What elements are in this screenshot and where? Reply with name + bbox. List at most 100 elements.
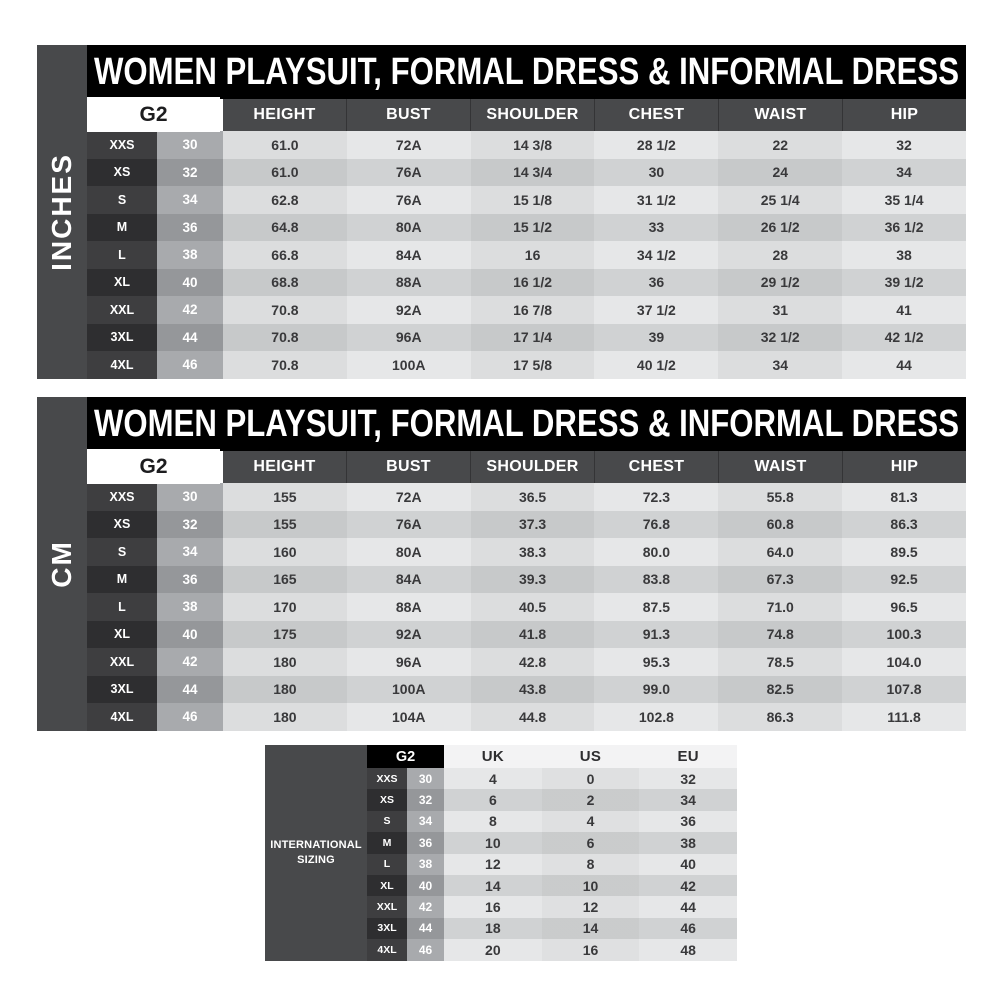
- value-cell: 40 1/2: [636, 356, 676, 373]
- header-row: G2 HEIGHT BUST SHOULDER CHEST WAIST HIP: [87, 449, 966, 484]
- size-label: XL: [87, 620, 157, 648]
- table-row-xxl: XXL 42 16 12 44: [367, 896, 737, 918]
- unit-label-inches: INCHES: [46, 152, 78, 271]
- g2-size-number: 38: [157, 593, 223, 621]
- size-label: XXL: [367, 896, 407, 918]
- g2-size-number: 36: [407, 832, 444, 854]
- header-row: G2 UK US EU: [367, 745, 737, 768]
- value-cell: 72A: [395, 136, 422, 153]
- value-cell: 16: [470, 241, 595, 269]
- size-label: XXL: [87, 296, 157, 324]
- table-row-4xl: 4XL 46 20 16 48: [367, 939, 737, 961]
- value-cell: 80A: [395, 543, 422, 560]
- value-cell: 95.3: [642, 653, 671, 670]
- value-cell: 81.3: [890, 488, 918, 505]
- value-cell: 4: [541, 810, 640, 833]
- size-label: XS: [87, 510, 157, 538]
- international-sizing-label-line1: INTERNATIONAL: [270, 838, 362, 851]
- value-cell: 71.0: [718, 593, 843, 621]
- international-table-content: G2 UK US EU XXS 30 4 0 32 XS 32 6 2 34 S 34 8 4 36 M 36 10 6…: [367, 745, 737, 961]
- value-cell: 155: [223, 510, 347, 538]
- value-cell: 92A: [395, 626, 422, 643]
- value-cell: 15 1/8: [470, 186, 595, 214]
- value-cell: 12: [485, 856, 501, 873]
- value-cell: 96A: [395, 329, 422, 346]
- table-title: WOMEN PLAYSUIT, FORMAL DRESS & INFORMAL …: [93, 402, 960, 445]
- g2-size-number: 32: [407, 789, 444, 811]
- size-label: XXS: [87, 131, 157, 159]
- value-cell: 26 1/2: [718, 213, 843, 241]
- column-header-chest: CHEST: [594, 451, 718, 483]
- size-label: XS: [367, 789, 407, 811]
- value-cell: 72.3: [642, 488, 671, 505]
- value-cell: 34 1/2: [636, 246, 676, 263]
- g2-size-number: 36: [157, 213, 223, 241]
- g2-size-number: 38: [157, 241, 223, 269]
- value-cell: 44: [896, 356, 912, 373]
- value-cell: 28: [718, 241, 843, 269]
- value-cell: 92.5: [890, 571, 918, 588]
- size-label: 3XL: [87, 323, 157, 351]
- column-header-waist: WAIST: [718, 99, 842, 131]
- table-row-xl: XL 40 68.8 88A 16 1/2 36 29 1/2 39 1/2: [87, 268, 966, 296]
- value-cell: 87.5: [642, 598, 671, 615]
- g2-size-number: 42: [407, 896, 444, 918]
- value-cell: 29 1/2: [718, 268, 843, 296]
- value-cell: 84A: [395, 571, 422, 588]
- value-cell: 40.5: [470, 593, 595, 621]
- value-cell: 66.8: [223, 241, 347, 269]
- value-cell: 88A: [395, 274, 422, 291]
- value-cell: 70.8: [223, 296, 347, 324]
- value-cell: 4: [488, 770, 497, 787]
- g2-size-number: 40: [157, 268, 223, 296]
- value-cell: 37 1/2: [636, 301, 676, 318]
- size-label: L: [87, 593, 157, 621]
- value-cell: 20: [485, 941, 501, 958]
- value-cell: 175: [223, 620, 347, 648]
- value-cell: 70.8: [223, 351, 347, 379]
- value-cell: 61.0: [223, 131, 347, 159]
- value-cell: 36 1/2: [884, 219, 924, 236]
- column-headers: UK US EU: [444, 745, 737, 768]
- value-cell: 76A: [395, 164, 422, 181]
- unit-band-cm: CM: [37, 397, 87, 731]
- size-label: XXL: [87, 648, 157, 676]
- value-cell: 74.8: [718, 620, 843, 648]
- value-cell: 64.0: [718, 538, 843, 566]
- value-cell: 86.3: [718, 703, 843, 731]
- table-row-3xl: 3XL 44 180 100A 43.8 99.0 82.5 107.8: [87, 675, 966, 703]
- table-row-xxs: XXS 30 155 72A 36.5 72.3 55.8 81.3: [87, 483, 966, 511]
- cm-size-table: CM WOMEN PLAYSUIT, FORMAL DRESS & INFORM…: [37, 397, 966, 731]
- table-row-xxs: XXS 30 61.0 72A 14 3/8 28 1/2 22 32: [87, 131, 966, 159]
- column-header-bust: BUST: [346, 451, 470, 483]
- g2-size-number: 40: [157, 620, 223, 648]
- value-cell: 84A: [395, 246, 422, 263]
- column-headers: HEIGHT BUST SHOULDER CHEST WAIST HIP: [223, 99, 966, 131]
- g2-size-number: 44: [407, 917, 444, 940]
- size-label: 4XL: [87, 351, 157, 379]
- size-label: M: [87, 213, 157, 241]
- column-headers: HEIGHT BUST SHOULDER CHEST WAIST HIP: [223, 451, 966, 483]
- value-cell: 17 5/8: [470, 351, 595, 379]
- size-label: 4XL: [87, 703, 157, 731]
- size-label: XXS: [367, 768, 407, 790]
- value-cell: 100A: [392, 681, 426, 698]
- value-cell: 42 1/2: [884, 329, 924, 346]
- value-cell: 18: [485, 920, 501, 937]
- column-header-uk: UK: [481, 748, 504, 765]
- size-label: M: [87, 565, 157, 593]
- value-cell: 78.5: [718, 648, 843, 676]
- value-cell: 32 1/2: [718, 323, 843, 351]
- size-label: XL: [87, 268, 157, 296]
- value-cell: 92A: [395, 301, 422, 318]
- value-cell: 40: [680, 856, 696, 873]
- value-cell: 104A: [392, 708, 426, 725]
- value-cell: 46: [680, 920, 696, 937]
- table-row-xxl: XXL 42 180 96A 42.8 95.3 78.5 104.0: [87, 648, 966, 676]
- inches-size-table: INCHES WOMEN PLAYSUIT, FORMAL DRESS & IN…: [37, 45, 966, 379]
- value-cell: 30: [648, 164, 665, 181]
- value-cell: 155: [223, 483, 347, 511]
- value-cell: 99.0: [642, 681, 671, 698]
- g2-size-number: 44: [157, 675, 223, 703]
